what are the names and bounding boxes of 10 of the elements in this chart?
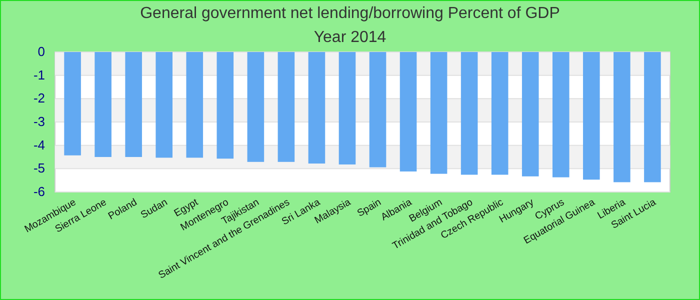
y-tick-label: -2 xyxy=(33,90,45,106)
chart-title: General government net lending/borrowing Percent of GDP xyxy=(140,5,560,22)
y-tick-label: -5 xyxy=(33,160,45,176)
chart-subtitle: Year 2014 xyxy=(314,29,386,46)
y-tick-label: -3 xyxy=(33,114,45,129)
y-tick-label: -4 xyxy=(33,137,45,152)
x-tick-label: Spain xyxy=(356,197,384,220)
y-tick-label: -6 xyxy=(33,184,45,199)
y-tick-label: 0 xyxy=(38,44,45,59)
y-tick-label: -1 xyxy=(33,67,45,82)
